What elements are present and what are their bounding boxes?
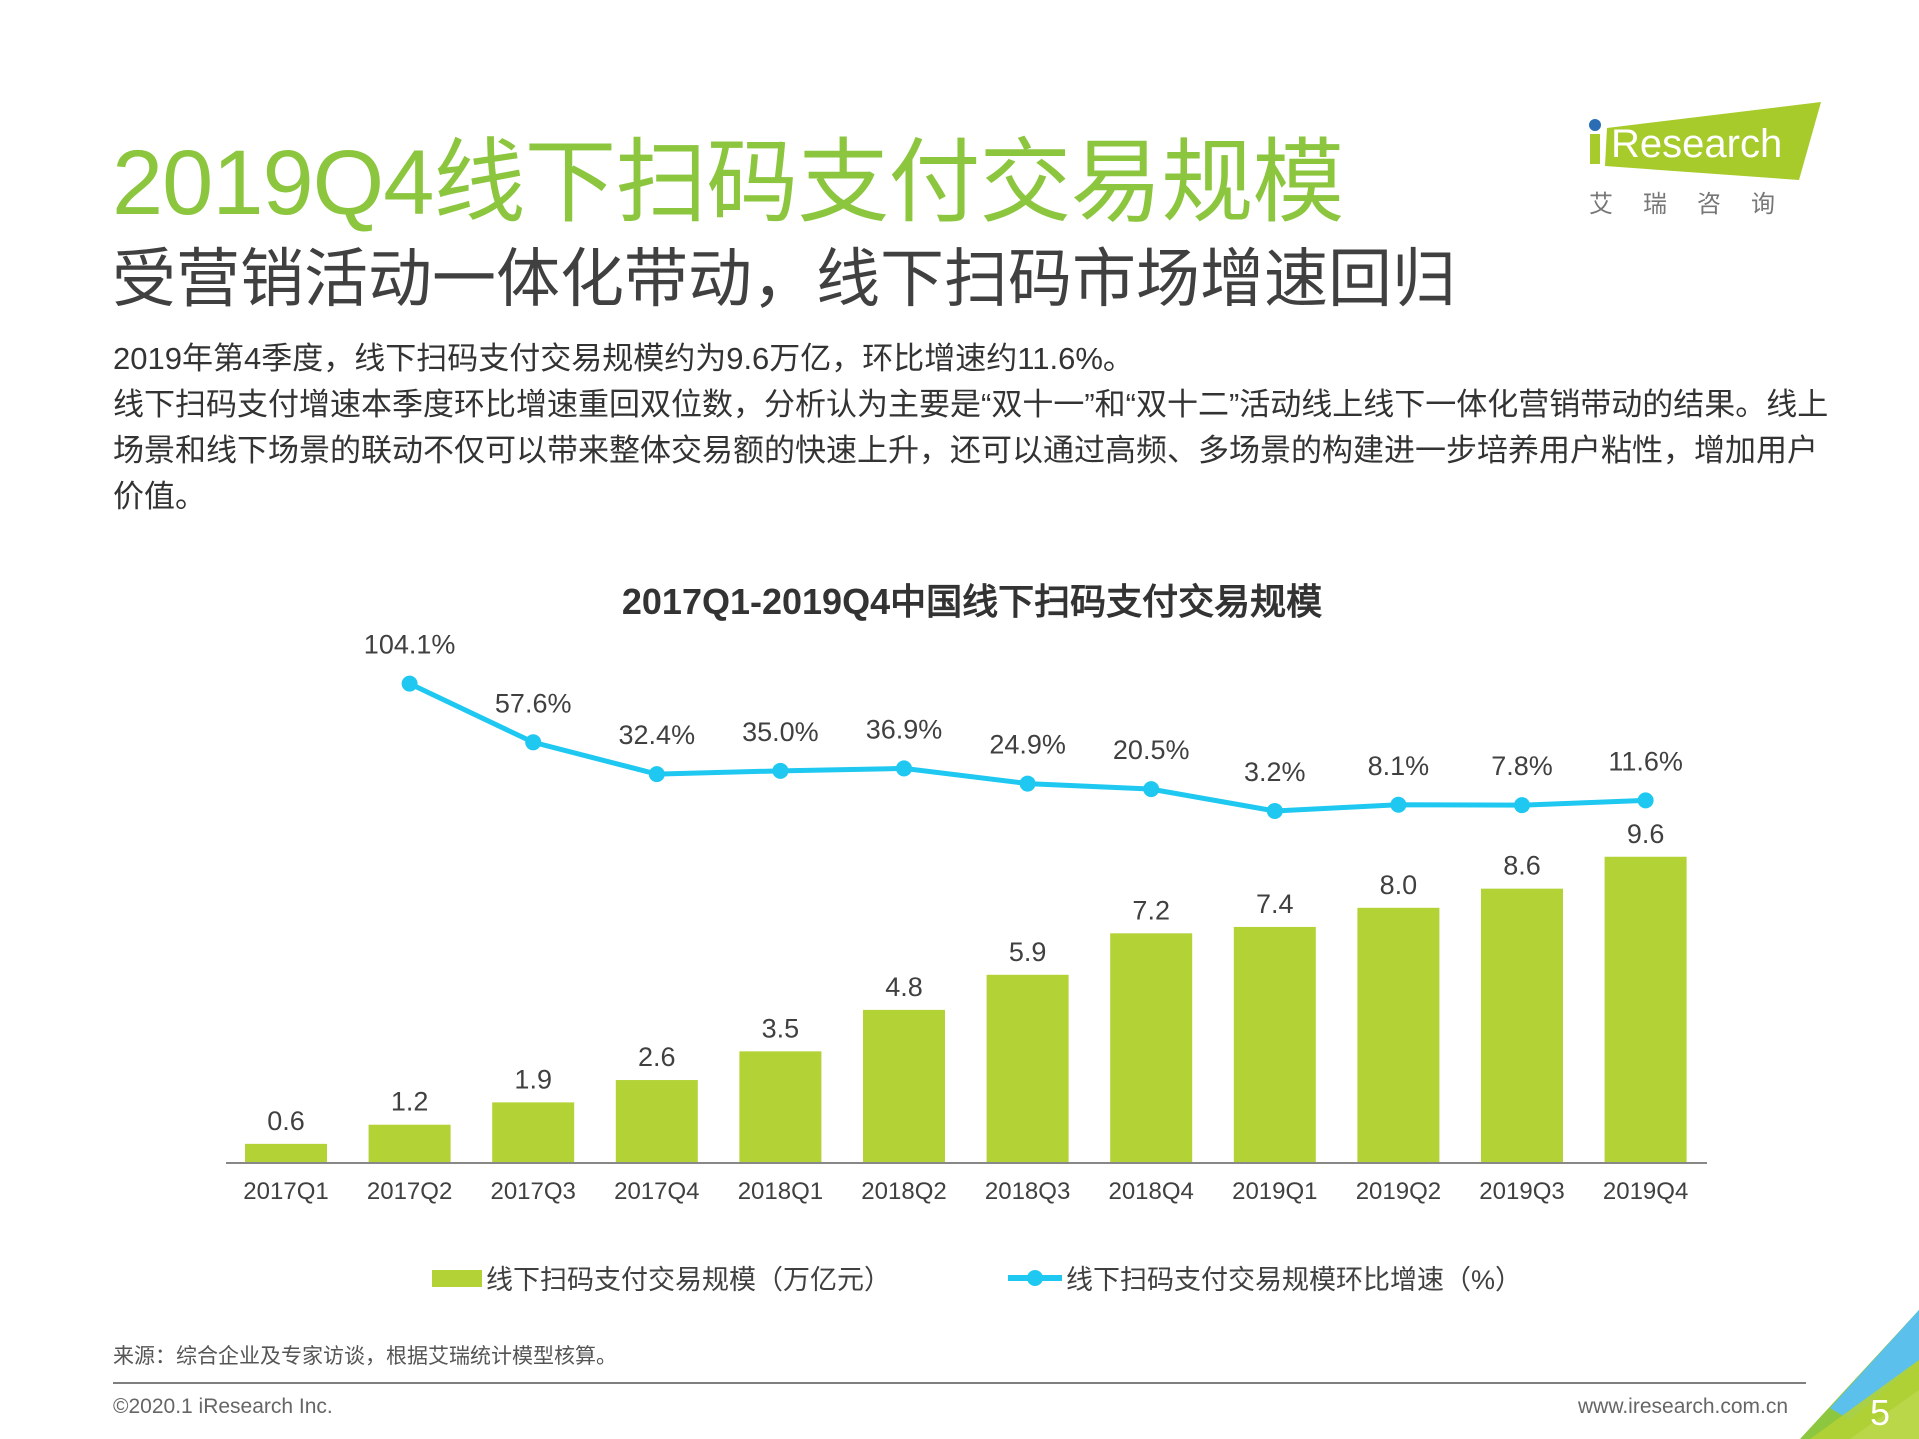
x-tick-label: 2017Q2 [367, 1178, 452, 1205]
x-tick-label: 2017Q1 [243, 1178, 328, 1205]
growth-point [1266, 802, 1283, 819]
bar [1481, 888, 1563, 1163]
growth-point [1637, 792, 1654, 809]
bar [1357, 907, 1440, 1163]
website-link[interactable]: www.iresearch.com.cn [1578, 1395, 1789, 1418]
legend-bar-label: 线下扫码支付交易规模（万亿元） [486, 1265, 891, 1295]
growth-value-label: 8.1% [1368, 751, 1430, 781]
footer-divider [113, 1382, 1806, 1384]
growth-value-label: 11.6% [1608, 746, 1683, 776]
iresearch-logo: Research 艾瑞咨询 [1589, 102, 1821, 218]
growth-point [1514, 797, 1530, 814]
bar-value-label: 0.6 [267, 1106, 305, 1136]
growth-value-label: 35.0% [742, 717, 819, 747]
x-tick-label: 2017Q4 [614, 1178, 699, 1205]
growth-point [525, 734, 542, 751]
bar [1233, 926, 1316, 1163]
bar [1604, 856, 1687, 1163]
bar-value-label: 7.2 [1132, 895, 1170, 925]
bar [492, 1102, 575, 1163]
corner-decoration: 5 [1800, 1310, 1919, 1439]
growth-value-label: 104.1% [364, 630, 456, 660]
bar [615, 1080, 698, 1163]
bar [739, 1051, 822, 1163]
bar-value-label: 2.6 [638, 1042, 676, 1072]
growth-value-label: 57.6% [495, 688, 572, 718]
growth-point [1143, 781, 1160, 798]
bar [245, 1143, 327, 1163]
bar [1110, 933, 1193, 1163]
legend-bar-swatch [432, 1270, 482, 1287]
x-tick-label: 2018Q3 [985, 1178, 1070, 1205]
body-text: 2019年第4季度，线下扫码支付交易规模约为9.6万亿，环比增速约11.6%。 … [113, 336, 1833, 520]
x-tick-label: 2018Q2 [861, 1178, 946, 1205]
page-title: 2019Q4线下扫码支付交易规模 [112, 132, 1344, 234]
bar [863, 1009, 945, 1163]
body-paragraph: 线下扫码支付增速本季度环比增速重回双位数，分析认为主要是“双十一”和“双十二”活… [113, 387, 1829, 514]
growth-value-label: 3.2% [1244, 757, 1306, 787]
bar [368, 1124, 451, 1163]
bar-value-label: 8.6 [1503, 851, 1541, 881]
bar [986, 974, 1069, 1163]
bar-value-label: 9.6 [1627, 819, 1665, 849]
legend-line-label: 线下扫码支付交易规模环比增速（%） [1066, 1265, 1522, 1295]
svg-text:艾瑞咨询: 艾瑞咨询 [1589, 190, 1805, 218]
growth-value-label: 7.8% [1491, 751, 1553, 781]
chart-title: 2017Q1-2019Q4中国线下扫码支付交易规模 [622, 581, 1322, 622]
legend-line-marker [1027, 1270, 1043, 1286]
growth-value-label: 36.9% [866, 714, 943, 744]
x-tick-label: 2019Q1 [1232, 1178, 1317, 1205]
growth-point [1390, 796, 1407, 813]
x-tick-label: 2019Q3 [1479, 1178, 1564, 1205]
growth-point [648, 766, 665, 783]
bar-value-label: 3.5 [762, 1013, 800, 1043]
source-note: 来源：综合企业及专家访谈，根据艾瑞统计模型核算。 [113, 1345, 617, 1368]
growth-point [1019, 775, 1036, 792]
legend: 线下扫码支付交易规模（万亿元） 线下扫码支付交易规模环比增速（%） [432, 1265, 1522, 1295]
x-tick-label: 2018Q1 [738, 1178, 823, 1205]
bar-value-label: 4.8 [885, 972, 923, 1002]
growth-value-label: 32.4% [619, 720, 696, 750]
x-tick-label: 2018Q4 [1108, 1178, 1193, 1205]
x-tick-label: 2019Q2 [1356, 1178, 1441, 1205]
bar-value-label: 8.0 [1380, 870, 1418, 900]
bar-value-label: 1.9 [514, 1064, 552, 1094]
growth-point [772, 762, 789, 779]
x-tick-label: 2019Q4 [1603, 1178, 1688, 1205]
growth-value-label: 20.5% [1113, 735, 1190, 765]
svg-text:Research: Research [1611, 122, 1782, 166]
page-subtitle: 受营销活动一体化带动，线下扫码市场增速回归 [112, 243, 1456, 315]
bar-value-label: 7.4 [1256, 889, 1294, 919]
page-number: 5 [1870, 1392, 1890, 1433]
x-tick-label: 2017Q3 [490, 1178, 575, 1205]
copyright: ©2020.1 iResearch Inc. [113, 1395, 333, 1418]
bar-value-label: 5.9 [1009, 937, 1047, 967]
bar-value-label: 1.2 [391, 1087, 429, 1117]
growth-point [401, 675, 418, 692]
growth-point [896, 760, 912, 777]
growth-value-label: 24.9% [989, 730, 1066, 760]
body-paragraph: 2019年第4季度，线下扫码支付交易规模约为9.6万亿，环比增速约11.6%。 [113, 341, 1134, 376]
